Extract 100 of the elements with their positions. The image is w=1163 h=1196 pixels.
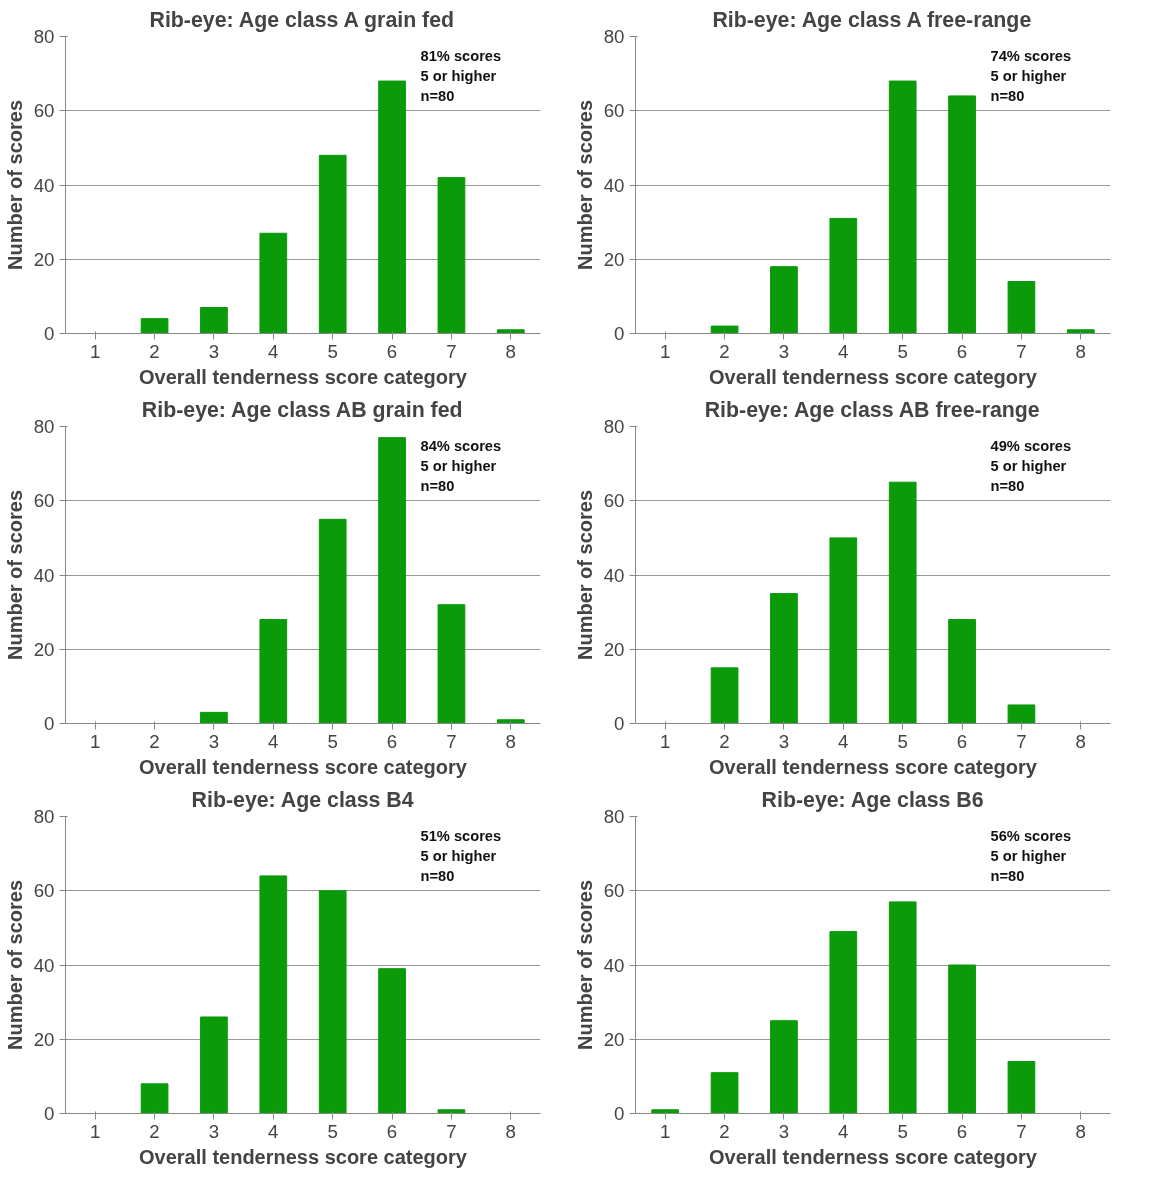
- x-tick-label: 1: [660, 1120, 671, 1142]
- y-tick-label: 40: [33, 564, 55, 586]
- y-tick-label: 0: [44, 713, 55, 734]
- x-tick-label: 3: [778, 340, 790, 362]
- annotation: 5 or higher: [990, 457, 1067, 474]
- x-tick-label: 6: [386, 1120, 398, 1142]
- chart-title: Rib-eye: Age class A grain fed: [149, 7, 455, 32]
- x-tick-label: 7: [446, 340, 457, 362]
- y-tick-label: 60: [603, 880, 625, 902]
- y-tick-label: 20: [603, 248, 625, 270]
- x-tick-label: 5: [897, 340, 908, 362]
- y-tick-label: 60: [603, 100, 625, 122]
- x-tick-label: 6: [956, 1120, 968, 1142]
- x-tick-label: 2: [719, 340, 730, 362]
- y-tick-label: 20: [603, 1028, 625, 1050]
- y-axis-title: Number of scores: [3, 489, 26, 661]
- annotation: n=80: [420, 87, 455, 104]
- x-tick-label: 4: [838, 730, 849, 752]
- annotation: 5 or higher: [990, 67, 1067, 84]
- x-tick-label: 6: [386, 730, 398, 752]
- x-tick-label: 4: [838, 1120, 849, 1142]
- x-tick-label: 7: [1016, 1120, 1027, 1142]
- chart-title: Rib-eye: Age class AB grain fed: [141, 397, 463, 422]
- y-axis-title: Number of scores: [3, 99, 26, 271]
- x-tick-label: 3: [208, 730, 220, 752]
- y-tick-label: 0: [614, 323, 625, 344]
- chart-title: Rib-eye: Age class A free-range: [712, 7, 1032, 32]
- x-tick-label: 8: [505, 340, 517, 362]
- x-tick-label: 6: [386, 340, 398, 362]
- x-tick-label: 7: [446, 1120, 457, 1142]
- x-tick-label: 3: [208, 340, 220, 362]
- x-tick-label: 4: [268, 730, 279, 752]
- annotation: 81% scores: [420, 47, 502, 64]
- y-tick-label: 60: [33, 490, 55, 512]
- x-tick-label: 5: [327, 1120, 338, 1142]
- annotation: 56% scores: [990, 827, 1072, 844]
- y-axis-title: Number of scores: [573, 879, 596, 1051]
- x-tick-label: 6: [956, 340, 968, 362]
- x-axis-title: Overall tenderness score category: [139, 1145, 468, 1168]
- x-tick-label: 1: [90, 340, 101, 362]
- y-tick-label: 40: [603, 954, 625, 976]
- annotation: 51% scores: [420, 827, 502, 844]
- y-tick-label: 40: [603, 174, 625, 196]
- x-tick-label: 2: [719, 1120, 730, 1142]
- annotation: 74% scores: [990, 47, 1072, 64]
- x-tick-label: 7: [1016, 340, 1027, 362]
- y-tick-label: 80: [603, 416, 625, 437]
- annotation: 5 or higher: [990, 847, 1067, 864]
- chart-title: Rib-eye: Age class AB free-range: [704, 397, 1040, 422]
- y-tick-label: 20: [33, 248, 55, 270]
- annotation: n=80: [420, 477, 455, 494]
- y-tick-label: 80: [33, 806, 55, 827]
- chart-title: Rib-eye: Age class B6: [761, 787, 984, 812]
- x-tick-label: 2: [719, 730, 730, 752]
- x-tick-label: 3: [778, 1120, 790, 1142]
- y-tick-label: 40: [33, 954, 55, 976]
- x-tick-label: 3: [778, 730, 790, 752]
- y-tick-label: 80: [33, 416, 55, 437]
- y-tick-label: 0: [614, 1103, 625, 1124]
- x-tick-label: 8: [1075, 340, 1087, 362]
- y-tick-label: 80: [33, 26, 55, 47]
- x-axis-title: Overall tenderness score category: [139, 365, 468, 388]
- x-tick-label: 8: [505, 1120, 517, 1142]
- x-tick-label: 8: [505, 730, 517, 752]
- x-tick-label: 8: [1075, 730, 1087, 752]
- annotation: 5 or higher: [420, 67, 497, 84]
- x-tick-label: 4: [268, 1120, 279, 1142]
- y-tick-label: 0: [614, 713, 625, 734]
- x-tick-label: 5: [897, 1120, 908, 1142]
- x-tick-label: 4: [268, 340, 279, 362]
- annotation: 84% scores: [420, 437, 502, 454]
- x-tick-label: 2: [149, 1120, 160, 1142]
- x-tick-label: 2: [149, 730, 160, 752]
- y-axis-title: Number of scores: [3, 879, 26, 1051]
- x-tick-label: 1: [90, 730, 101, 752]
- y-tick-label: 60: [603, 490, 625, 512]
- annotation: 5 or higher: [420, 457, 497, 474]
- y-tick-label: 20: [33, 638, 55, 660]
- x-tick-label: 6: [956, 730, 968, 752]
- y-tick-label: 0: [44, 1103, 55, 1124]
- x-tick-label: 5: [327, 340, 338, 362]
- x-tick-label: 5: [897, 730, 908, 752]
- x-tick-label: 5: [327, 730, 338, 752]
- annotation: 49% scores: [990, 437, 1072, 454]
- chart-title: Rib-eye: Age class B4: [191, 787, 414, 812]
- annotation: n=80: [990, 867, 1025, 884]
- annotation: n=80: [990, 477, 1025, 494]
- x-axis-title: Overall tenderness score category: [709, 755, 1038, 778]
- x-tick-label: 1: [660, 340, 671, 362]
- x-axis-title: Overall tenderness score category: [139, 755, 468, 778]
- x-tick-label: 1: [660, 730, 671, 752]
- y-tick-label: 20: [603, 638, 625, 660]
- x-tick-label: 7: [1016, 730, 1027, 752]
- y-tick-label: 60: [33, 100, 55, 122]
- y-tick-label: 20: [33, 1028, 55, 1050]
- y-tick-label: 80: [603, 806, 625, 827]
- annotation: n=80: [990, 87, 1025, 104]
- x-tick-label: 4: [838, 340, 849, 362]
- x-tick-label: 3: [208, 1120, 220, 1142]
- y-tick-label: 60: [33, 880, 55, 902]
